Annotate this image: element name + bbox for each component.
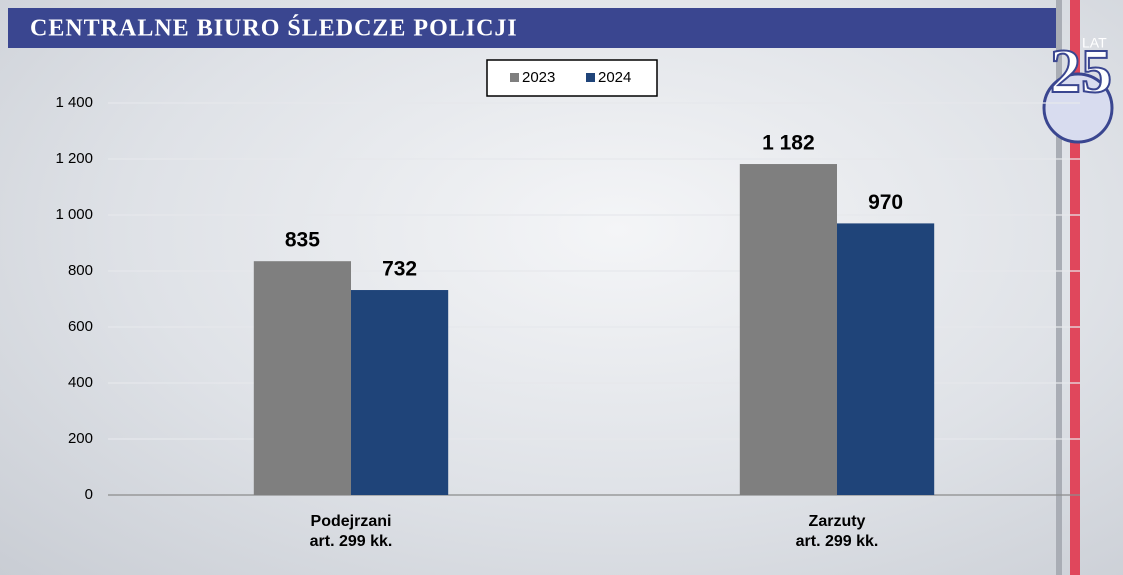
bar bbox=[837, 223, 935, 495]
legend-label: 2023 bbox=[522, 69, 555, 86]
x-tick-label: Podejrzani art. 299 kk. bbox=[309, 513, 393, 550]
y-tick-label: 1 400 bbox=[55, 94, 93, 111]
y-tick-label: 1 200 bbox=[55, 150, 93, 167]
value-label: 970 bbox=[868, 191, 903, 214]
header-title: CENTRALNE BIURO ŚLEDCZE POLICJI bbox=[30, 15, 518, 42]
y-tick-label: 400 bbox=[68, 374, 93, 391]
logo-number: 25 bbox=[1050, 38, 1112, 106]
legend-label: 2024 bbox=[598, 69, 631, 86]
y-tick-label: 1 000 bbox=[55, 206, 93, 223]
value-label: 1 182 bbox=[762, 132, 815, 155]
stripe bbox=[1056, 0, 1062, 575]
bar bbox=[253, 261, 351, 495]
bar bbox=[351, 290, 449, 495]
logo-text: LAT bbox=[1082, 35, 1107, 51]
legend-swatch bbox=[586, 73, 595, 82]
header-bar bbox=[8, 8, 1060, 48]
y-tick-label: 600 bbox=[68, 318, 93, 335]
value-label: 835 bbox=[285, 229, 320, 252]
value-label: 732 bbox=[382, 258, 417, 281]
legend-swatch bbox=[510, 73, 519, 82]
y-tick-label: 800 bbox=[68, 262, 93, 279]
logo bbox=[1042, 72, 1114, 144]
x-tick-label: Zarzuty art. 299 kk. bbox=[795, 513, 879, 550]
y-tick-label: 0 bbox=[85, 486, 93, 503]
y-tick-label: 200 bbox=[68, 430, 93, 447]
stripe bbox=[1070, 0, 1080, 575]
bar bbox=[739, 164, 837, 496]
